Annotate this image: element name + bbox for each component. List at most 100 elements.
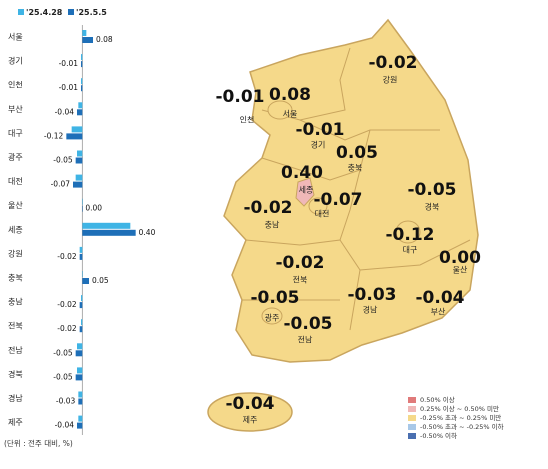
map-legend-swatch — [408, 424, 416, 430]
value-label: -0.03 — [56, 397, 76, 406]
daejeon-shape — [308, 197, 328, 215]
bar — [75, 174, 83, 181]
map-value: 0.40 — [281, 163, 323, 183]
value-label: -0.05 — [53, 348, 73, 357]
category-label: 충북 — [8, 274, 23, 283]
bar — [82, 30, 87, 36]
bar — [81, 319, 83, 326]
category-label: 경남 — [8, 393, 23, 403]
map-region: 경기 — [311, 140, 326, 150]
bar — [75, 374, 83, 381]
value-label: -0.02 — [57, 324, 77, 333]
map-legend-swatch — [408, 433, 416, 439]
map-value: 0.00 — [439, 248, 481, 268]
legend-swatch — [18, 9, 24, 15]
category-label: 서울 — [8, 33, 23, 42]
bar — [82, 222, 131, 229]
bar — [82, 271, 83, 277]
bar — [71, 126, 83, 133]
map-region: 세종 — [299, 186, 314, 195]
value-label: 0.08 — [96, 35, 113, 44]
map-value: -0.03 — [348, 285, 397, 305]
map-region: 광주 — [265, 313, 280, 323]
bar — [77, 422, 83, 429]
map-legend-label: -0.25% 초과 ~ 0.25% 미만 — [420, 413, 501, 422]
map-value: -0.05 — [408, 180, 457, 200]
map-region: 부산 — [431, 307, 446, 317]
map-value: -0.02 — [244, 198, 293, 218]
map-value: -0.07 — [314, 190, 363, 210]
map-legend-label: 0.25% 이상 ~ 0.50% 미만 — [420, 404, 499, 413]
map-legend-swatch — [408, 415, 416, 421]
legend-swatch — [68, 9, 74, 15]
map-value: -0.02 — [276, 253, 325, 273]
category-label: 충남 — [8, 298, 23, 307]
bar — [78, 102, 83, 109]
value-label: -0.04 — [55, 107, 75, 116]
bar — [79, 253, 83, 260]
map-region: 대구 — [403, 246, 418, 255]
bar — [77, 109, 83, 116]
bar — [77, 150, 83, 157]
bar — [78, 415, 83, 422]
category-label: 세종 — [8, 225, 23, 234]
map-legend-label: -0.50% 초과 ~ -0.25% 이하 — [420, 422, 504, 431]
daegu-shape — [395, 220, 421, 244]
category-label: 대전 — [8, 176, 23, 186]
category-label: 전남 — [8, 345, 23, 355]
value-label: 0.05 — [92, 276, 109, 285]
bar — [82, 37, 93, 43]
map-value: -0.01 — [296, 120, 345, 140]
bar — [81, 78, 83, 85]
map-region: 강원 — [383, 75, 398, 85]
value-label: 0.00 — [85, 204, 102, 213]
value-label: -0.05 — [53, 372, 73, 381]
map-value: -0.12 — [386, 225, 435, 245]
bar — [66, 133, 83, 140]
category-label: 부산 — [8, 104, 23, 114]
bar — [82, 278, 89, 284]
map-region: 충북 — [348, 164, 363, 173]
map-value: -0.01 — [216, 87, 265, 107]
category-label: 강원 — [8, 248, 23, 258]
map-value: 0.08 — [269, 85, 311, 105]
bar — [79, 246, 83, 253]
legend-label: '25.5.5 — [76, 8, 107, 17]
bar — [79, 326, 83, 333]
map-region: 대전 — [315, 209, 330, 219]
map-region: 전북 — [293, 275, 308, 285]
map-region: 제주 — [243, 416, 258, 425]
value-label: -0.02 — [57, 300, 77, 309]
value-label: -0.07 — [51, 180, 71, 189]
unit-note: (단위 : 전주 대비, %) — [4, 438, 73, 448]
map-value: -0.02 — [369, 53, 418, 73]
bar — [77, 367, 83, 374]
bar — [81, 85, 83, 92]
bar — [73, 181, 83, 188]
value-label: -0.02 — [57, 252, 77, 261]
bar — [82, 198, 83, 205]
category-label: 경기 — [8, 56, 23, 66]
bar — [77, 343, 83, 350]
bar — [81, 295, 83, 302]
category-label: 경북 — [8, 369, 23, 379]
value-label: -0.01 — [59, 83, 79, 92]
map-region: 경남 — [363, 305, 378, 315]
map-value: 0.05 — [336, 143, 378, 163]
bar — [78, 398, 83, 405]
legend-label: '25.4.28 — [26, 8, 63, 17]
bar — [79, 302, 83, 309]
value-label: -0.05 — [53, 156, 73, 165]
category-label: 전북 — [8, 321, 23, 331]
map-value: -0.04 — [226, 394, 275, 414]
seoul-shape — [267, 100, 293, 120]
map-legend-swatch — [408, 406, 416, 412]
map-region: 인천 — [240, 115, 255, 125]
map-value: -0.05 — [284, 314, 333, 334]
bar — [75, 157, 83, 164]
map-value: -0.05 — [251, 288, 300, 308]
bar — [82, 205, 83, 212]
map-region: 울산 — [453, 265, 468, 275]
map-region: 경북 — [425, 202, 440, 212]
